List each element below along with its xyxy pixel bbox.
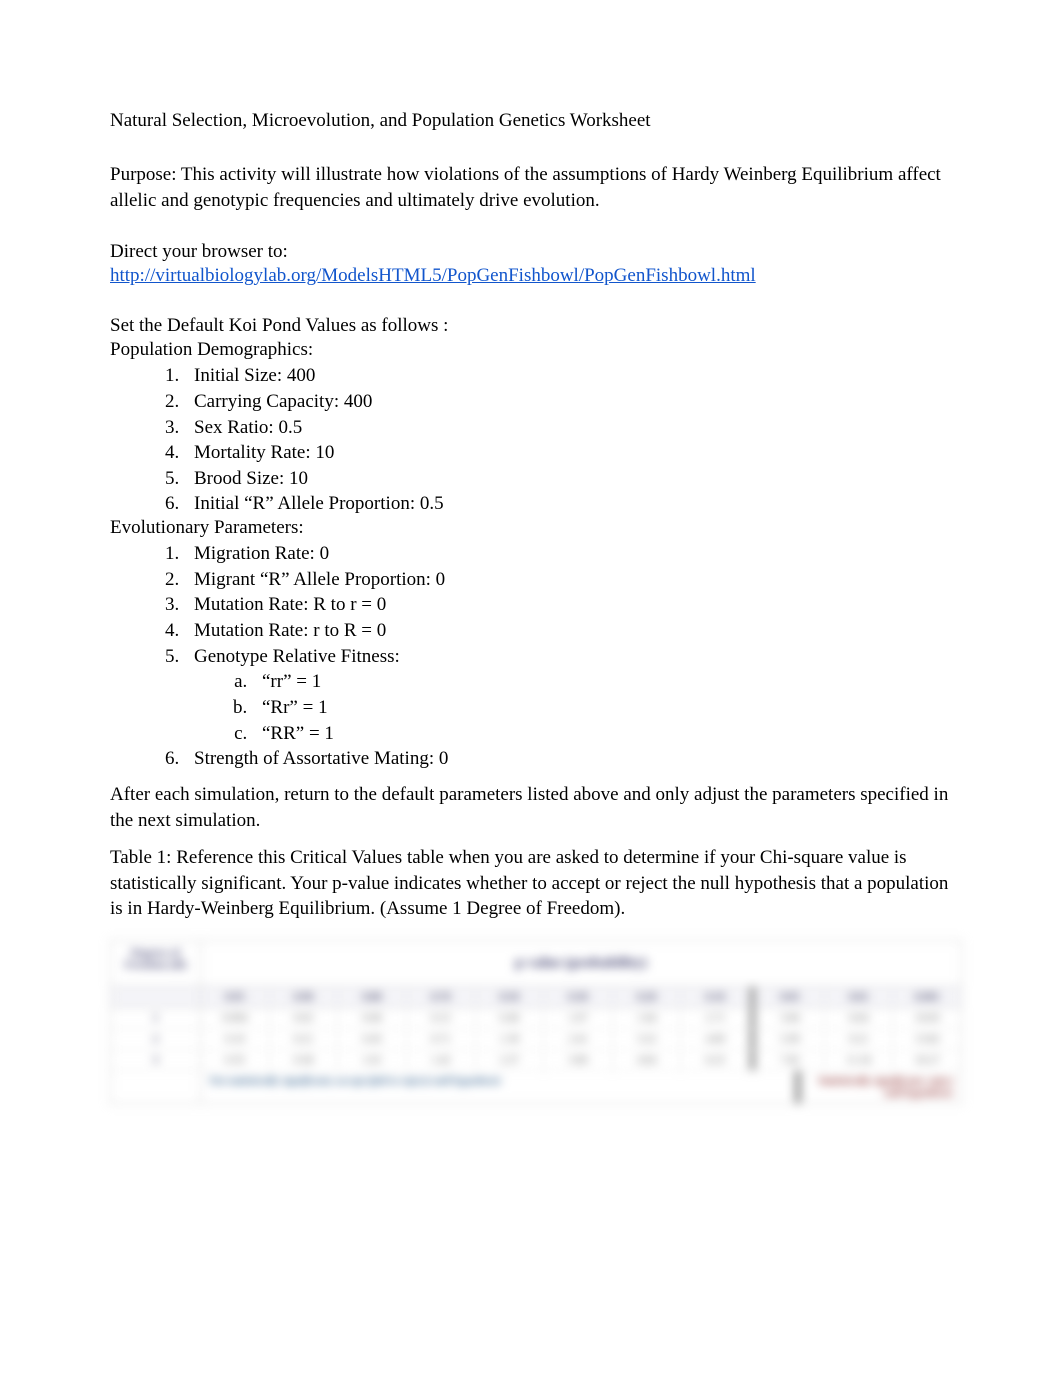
list-item: Mutation Rate: r to R = 0 — [184, 618, 962, 644]
table-cell: 0.45 — [338, 1029, 407, 1049]
table-cell: 9.21 — [825, 1029, 894, 1049]
table-cell: 11.34 — [825, 1050, 894, 1070]
population-demographics-list: Initial Size: 400 Carrying Capacity: 400… — [110, 363, 962, 517]
df-cell: 2 — [111, 1029, 201, 1049]
table-cell: 0.02 — [270, 1008, 339, 1028]
document-page: Natural Selection, Microevolution, and P… — [0, 0, 1062, 1194]
table-cell: 0.35 — [201, 1050, 270, 1070]
table-cell: 0.71 — [407, 1029, 476, 1049]
evolutionary-parameters-list: Migration Rate: 0 Migrant “R” Allele Pro… — [110, 541, 962, 772]
list-item: Brood Size: 10 — [184, 466, 962, 492]
purpose-paragraph: Purpose: This activity will illustrate h… — [110, 162, 962, 213]
list-item: “rr” = 1 — [252, 669, 962, 695]
defaults-heading: Set the Default Koi Pond Values as follo… — [110, 315, 962, 337]
table-cell: 0.001 — [893, 987, 961, 1007]
table-row: 1 0.004 0.02 0.06 0.15 0.46 1.07 1.64 2.… — [111, 1008, 961, 1029]
table-cell: 2.71 — [681, 1008, 750, 1028]
table-cell: 0.50 — [476, 987, 545, 1007]
list-item: “RR” = 1 — [252, 721, 962, 747]
table-cell: 0.15 — [407, 1008, 476, 1028]
after-simulation-note: After each simulation, return to the def… — [110, 782, 962, 833]
table-cell: 0.06 — [338, 1008, 407, 1028]
direct-label: Direct your browser to: — [110, 241, 962, 263]
table-cell: 1.42 — [407, 1050, 476, 1070]
fitness-sublist: “rr” = 1 “Rr” = 1 “RR” = 1 — [194, 669, 962, 746]
population-demographics-label: Population Demographics: — [110, 339, 962, 361]
table-row: 2 0.10 0.21 0.45 0.71 1.39 2.41 3.22 4.6… — [111, 1029, 961, 1050]
table-cell: 4.64 — [613, 1050, 682, 1070]
table-left-spacer — [111, 987, 201, 1007]
table-cell: 3.66 — [544, 1050, 613, 1070]
table-cell: 0.004 — [201, 1008, 270, 1028]
table-row: 3 0.35 0.58 1.01 1.42 2.37 3.66 4.64 6.2… — [111, 1050, 961, 1071]
table-cell: 0.30 — [544, 987, 613, 1007]
table-cell: 1.07 — [544, 1008, 613, 1028]
table-cell: 0.58 — [270, 1050, 339, 1070]
table-cell: 1.64 — [613, 1008, 682, 1028]
evolutionary-parameters-label: Evolutionary Parameters: — [110, 517, 962, 539]
critical-values-table: Degrees of Freedom (df) p value (probabi… — [110, 940, 962, 1104]
list-item: Migration Rate: 0 — [184, 541, 962, 567]
list-item: “Rr” = 1 — [252, 695, 962, 721]
table-cell: 0.46 — [476, 1008, 545, 1028]
list-item: Migrant “R” Allele Proportion: 0 — [184, 567, 962, 593]
table-cell: 6.25 — [681, 1050, 750, 1070]
table-cell: 10.83 — [893, 1008, 961, 1028]
table-cell: 7.82 — [756, 1050, 825, 1070]
df-cell: 3 — [111, 1050, 201, 1070]
table-cell: 13.82 — [893, 1029, 961, 1049]
list-item: Strength of Assortative Mating: 0 — [184, 746, 962, 772]
table-cell: 2.37 — [476, 1050, 545, 1070]
table-cell: 0.90 — [270, 987, 339, 1007]
significant-label: Statistically significant; reject null h… — [801, 1071, 961, 1103]
simulation-link[interactable]: http://virtualbiologylab.org/ModelsHTML5… — [110, 265, 962, 287]
table-row-cells: 0.10 0.21 0.45 0.71 1.39 2.41 3.22 4.60 … — [201, 1029, 961, 1049]
list-item: Mutation Rate: R to r = 0 — [184, 592, 962, 618]
p-value-title: p value (probability) — [201, 941, 961, 986]
table-cell: 0.01 — [825, 987, 894, 1007]
list-item: Mortality Rate: 10 — [184, 440, 962, 466]
table-cell: 0.10 — [201, 1029, 270, 1049]
table-cell: 0.20 — [613, 987, 682, 1007]
table-footer: Not statistically significant; accept (f… — [111, 1071, 961, 1103]
table-cell: 1.39 — [476, 1029, 545, 1049]
df-cell: 1 — [111, 1008, 201, 1028]
table-cell: 0.21 — [270, 1029, 339, 1049]
table-row-cells: 0.35 0.58 1.01 1.42 2.37 3.66 4.64 6.25 … — [201, 1050, 961, 1070]
list-item: Genotype Relative Fitness: “rr” = 1 “Rr”… — [184, 644, 962, 747]
table-cell: 0.10 — [681, 987, 750, 1007]
table-cell: 5.99 — [756, 1029, 825, 1049]
table-cell: 16.27 — [893, 1050, 961, 1070]
worksheet-title: Natural Selection, Microevolution, and P… — [110, 110, 962, 132]
table-cell: 4.60 — [681, 1029, 750, 1049]
table-corner-label: Degrees of Freedom (df) — [111, 941, 201, 986]
table-row-cells: 0.004 0.02 0.06 0.15 0.46 1.07 1.64 2.71… — [201, 1008, 961, 1028]
table-left-spacer — [111, 1071, 201, 1103]
table-cell: 1.01 — [338, 1050, 407, 1070]
table-header-row: Degrees of Freedom (df) p value (probabi… — [111, 941, 961, 987]
table-cell: 0.70 — [407, 987, 476, 1007]
p-value-header-row: 0.95 0.90 0.80 0.70 0.50 0.30 0.20 0.10 … — [111, 987, 961, 1008]
not-significant-label: Not statistically significant; accept (f… — [201, 1071, 795, 1103]
table-cell: 0.05 — [756, 987, 825, 1007]
list-item-label: Genotype Relative Fitness: — [194, 646, 400, 667]
p-value-cells: 0.95 0.90 0.80 0.70 0.50 0.30 0.20 0.10 … — [201, 987, 961, 1007]
table-cell: 2.41 — [544, 1029, 613, 1049]
table-cell: 0.95 — [201, 987, 270, 1007]
list-item: Initial “R” Allele Proportion: 0.5 — [184, 491, 962, 517]
table-cell: 6.64 — [825, 1008, 894, 1028]
table-cell: 3.84 — [756, 1008, 825, 1028]
table-caption: Table 1: Reference this Critical Values … — [110, 845, 962, 922]
list-item: Initial Size: 400 — [184, 363, 962, 389]
table-cell: 0.80 — [338, 987, 407, 1007]
list-item: Sex Ratio: 0.5 — [184, 415, 962, 441]
table-cell: 3.22 — [613, 1029, 682, 1049]
list-item: Carrying Capacity: 400 — [184, 389, 962, 415]
